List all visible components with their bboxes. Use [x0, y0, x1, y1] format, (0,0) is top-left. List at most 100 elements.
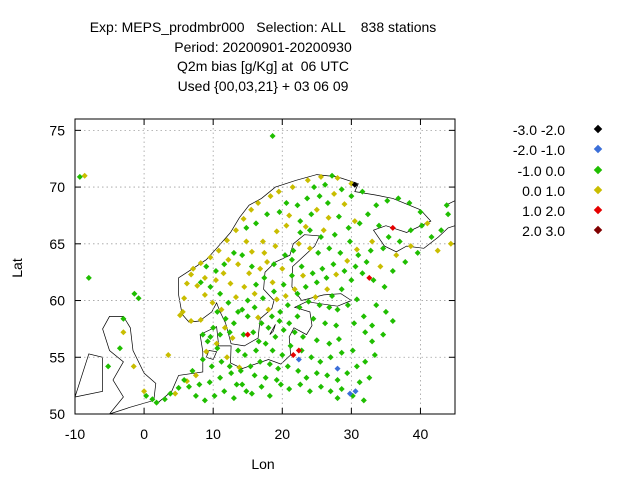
station-marker — [186, 383, 192, 390]
station-marker — [351, 181, 358, 188]
station-marker — [297, 218, 304, 225]
station-marker — [346, 238, 353, 245]
station-marker — [265, 306, 272, 313]
station-marker — [208, 363, 215, 370]
station-marker — [217, 331, 224, 338]
station-marker — [308, 354, 315, 361]
station-marker — [333, 271, 340, 278]
chart-title: Exp: MEPS_prodmbr000 Selection: ALL 838 … — [0, 18, 526, 96]
station-marker — [284, 302, 291, 309]
station-marker — [251, 304, 258, 311]
station-marker — [334, 395, 341, 402]
station-marker — [251, 372, 258, 379]
station-marker — [229, 334, 236, 341]
station-marker — [220, 270, 227, 277]
station-marker — [334, 175, 341, 181]
station-marker — [313, 279, 320, 286]
station-marker — [221, 324, 228, 331]
station-marker — [267, 193, 274, 200]
station-marker — [317, 173, 324, 180]
station-marker — [246, 270, 253, 277]
station-marker — [244, 297, 251, 304]
x-tick-label: 0 — [140, 426, 148, 442]
station-marker — [165, 352, 172, 358]
station-marker — [262, 374, 269, 381]
station-marker — [353, 363, 360, 370]
station-marker — [319, 265, 326, 272]
coastline-path — [74, 353, 103, 398]
station-marker — [206, 379, 213, 386]
station-marker — [197, 260, 204, 267]
station-marker — [322, 320, 329, 327]
station-marker — [131, 290, 138, 297]
legend-marker — [593, 124, 603, 134]
station-marker — [243, 388, 250, 395]
coastline-path — [269, 324, 276, 335]
station-marker — [364, 211, 371, 218]
station-marker — [325, 214, 332, 221]
station-marker — [317, 383, 324, 390]
station-marker — [226, 329, 233, 336]
legend-entry: 1.0 2.0 — [490, 201, 640, 221]
station-marker — [305, 298, 312, 305]
station-marker — [272, 243, 279, 250]
station-marker — [327, 354, 334, 361]
station-marker — [241, 283, 248, 290]
station-marker — [434, 247, 441, 254]
station-marker — [264, 211, 271, 218]
station-marker — [348, 277, 355, 284]
station-marker — [224, 354, 230, 361]
station-marker — [192, 392, 199, 399]
station-marker — [149, 396, 156, 403]
station-marker — [210, 324, 217, 331]
station-marker — [352, 263, 359, 270]
station-marker — [230, 320, 237, 327]
station-marker — [261, 249, 268, 256]
station-marker — [346, 390, 353, 397]
legend-entry: 0.0 1.0 — [490, 181, 640, 201]
x-tick-label: 30 — [344, 426, 360, 442]
station-marker — [248, 390, 255, 397]
station-marker — [226, 363, 233, 370]
station-marker — [283, 222, 290, 229]
station-marker — [296, 304, 303, 311]
station-marker — [315, 249, 322, 256]
station-marker — [341, 268, 348, 275]
station-marker — [276, 317, 283, 324]
station-marker — [291, 329, 298, 336]
station-marker — [447, 240, 454, 247]
station-marker — [406, 199, 413, 206]
station-marker — [283, 199, 290, 206]
station-marker — [248, 248, 255, 255]
station-marker — [290, 247, 297, 254]
grid-lines — [75, 119, 455, 414]
station-marker — [120, 329, 127, 336]
coastline-path — [102, 316, 157, 415]
station-marker — [235, 261, 242, 268]
station-marker — [376, 222, 382, 229]
station-marker — [233, 381, 240, 388]
station-marker — [218, 306, 225, 313]
station-marker — [270, 261, 277, 268]
station-marker — [239, 306, 246, 313]
station-marker — [313, 337, 320, 344]
station-marker — [230, 249, 237, 256]
station-marker — [221, 388, 228, 395]
coastline-path — [157, 174, 456, 403]
station-marker — [201, 274, 208, 281]
station-marker — [384, 197, 391, 204]
station-marker — [362, 358, 369, 365]
station-marker — [120, 315, 127, 322]
station-marker — [326, 340, 333, 347]
station-marker — [217, 374, 224, 381]
station-marker — [188, 317, 195, 324]
legend-label: -1.0 0.0 — [517, 162, 565, 179]
station-marker — [334, 365, 341, 372]
station-marker — [396, 238, 403, 245]
title-line-experiment: Exp: MEPS_prodmbr000 Selection: ALL 838 … — [89, 19, 437, 35]
station-marker — [190, 265, 197, 272]
station-marker — [213, 340, 220, 347]
station-marker — [360, 397, 367, 404]
station-marker — [239, 381, 246, 388]
station-marker — [366, 274, 373, 281]
